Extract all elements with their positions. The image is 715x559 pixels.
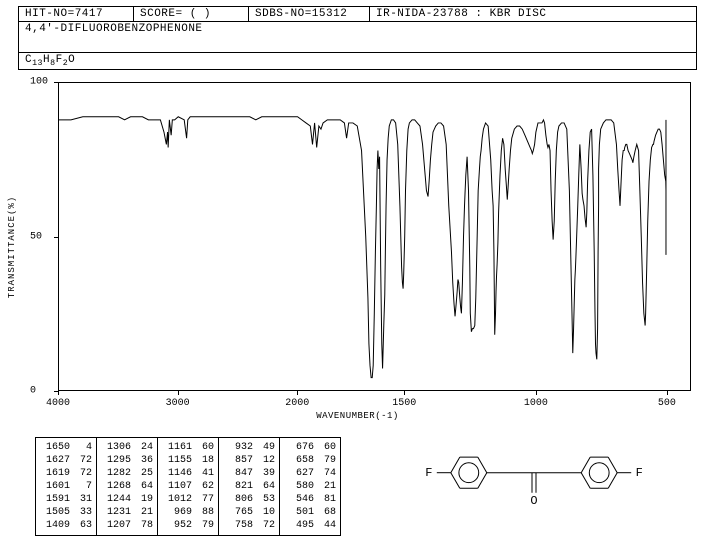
svg-text:F: F (636, 466, 643, 480)
ir-spectrum-chart: TRANSMITTANCE(%) WAVENUMBER(-1) 05010040… (18, 74, 697, 419)
svg-text:O: O (530, 494, 537, 508)
plot-area (58, 82, 691, 391)
peak-row: 80653 (223, 493, 275, 506)
peak-row: 49544 (284, 519, 336, 532)
peak-column: 1161601155181146411107621012779698895279 (158, 438, 219, 535)
x-axis-label: WAVENUMBER(-1) (316, 411, 399, 421)
bottom-row: 1650416277216197216017159131150533140963… (35, 437, 697, 536)
peak-column: 1650416277216197216017159131150533140963 (36, 438, 97, 535)
peak-row: 123121 (101, 506, 153, 519)
peak-column: 67660658796277458021546815016849544 (280, 438, 340, 535)
score-cell: SCORE= ( ) (134, 6, 249, 22)
peak-row: 84739 (223, 467, 275, 480)
y-axis-label: TRANSMITTANCE(%) (7, 195, 17, 297)
y-tick: 50 (30, 231, 42, 242)
compound-name: 4,4'-DIFLUOROBENZOPHENONE (18, 22, 697, 53)
peak-row: 58021 (284, 480, 336, 493)
peak-row: 130624 (101, 441, 153, 454)
peak-row: 159131 (40, 493, 92, 506)
x-tick: 3000 (166, 398, 190, 409)
peak-row: 82164 (223, 480, 275, 493)
peak-row: 110762 (162, 480, 214, 493)
y-tick: 100 (30, 77, 48, 88)
peak-row: 75872 (223, 519, 275, 532)
peak-table: 1650416277216197216017159131150533140963… (35, 437, 341, 536)
peak-row: 50168 (284, 506, 336, 519)
peak-row: 150533 (40, 506, 92, 519)
molecular-structure: O F F (371, 437, 697, 522)
peak-row: 93249 (223, 441, 275, 454)
molecular-formula: C13H8F2O (18, 53, 697, 70)
peak-row: 126864 (101, 480, 153, 493)
x-tick: 2000 (285, 398, 309, 409)
header-row: HIT-NO=7417 SCORE= ( ) SDBS-NO=15312 IR-… (18, 6, 697, 22)
peak-row: 140963 (40, 519, 92, 532)
peak-row: 85712 (223, 454, 275, 467)
x-tick: 1000 (524, 398, 548, 409)
peak-row: 116160 (162, 441, 214, 454)
svg-text:F: F (425, 466, 432, 480)
peak-row: 96988 (162, 506, 214, 519)
peak-column: 1306241295361282251268641244191231211207… (97, 438, 158, 535)
peak-row: 65879 (284, 454, 336, 467)
peak-row: 115518 (162, 454, 214, 467)
sdbs-no-cell: SDBS-NO=15312 (249, 6, 370, 22)
x-tick: 500 (658, 398, 676, 409)
peak-row: 128225 (101, 467, 153, 480)
peak-row: 54681 (284, 493, 336, 506)
peak-row: 95279 (162, 519, 214, 532)
hit-no-cell: HIT-NO=7417 (18, 6, 134, 22)
peak-row: 67660 (284, 441, 336, 454)
peak-row: 120778 (101, 519, 153, 532)
peak-column: 93249857128473982164806537651075872 (219, 438, 280, 535)
peak-row: 161972 (40, 467, 92, 480)
x-tick: 1500 (392, 398, 416, 409)
peak-row: 114641 (162, 467, 214, 480)
peak-row: 101277 (162, 493, 214, 506)
structure-drawing: O F F (371, 437, 697, 522)
peak-row: 124419 (101, 493, 153, 506)
peak-row: 76510 (223, 506, 275, 519)
peak-row: 162772 (40, 454, 92, 467)
peak-row: 16504 (40, 441, 92, 454)
peak-row: 62774 (284, 467, 336, 480)
y-tick: 0 (30, 386, 36, 397)
x-tick: 4000 (46, 398, 70, 409)
ir-spectrum-page: HIT-NO=7417 SCORE= ( ) SDBS-NO=15312 IR-… (0, 6, 715, 559)
peak-row: 129536 (101, 454, 153, 467)
peak-row: 16017 (40, 480, 92, 493)
spectrum-line (59, 83, 690, 390)
ir-info-cell: IR-NIDA-23788 : KBR DISC (370, 6, 697, 22)
